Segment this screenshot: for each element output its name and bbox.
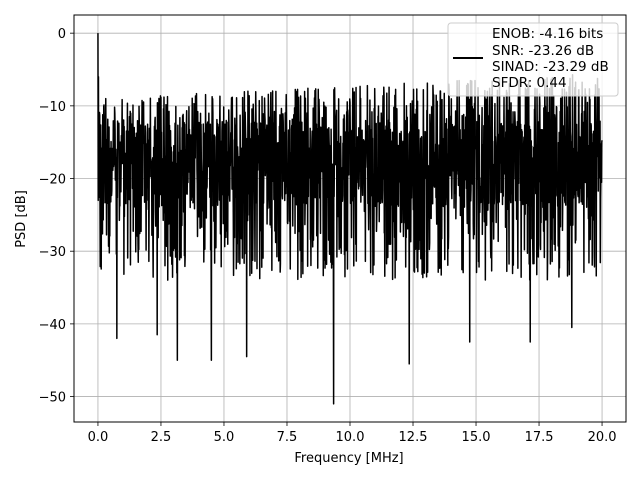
legend-enob: ENOB: -4.16 bits <box>492 26 603 42</box>
y-axis-label: PSD [dB] <box>14 190 29 248</box>
legend-snr: SNR: -23.26 dB <box>492 43 594 59</box>
psd-series <box>97 33 603 405</box>
x-tick-label: 17.5 <box>525 430 554 445</box>
psd-series-line <box>97 33 603 405</box>
x-tick-label: 20.0 <box>588 430 617 445</box>
y-tick-label: −40 <box>39 318 66 333</box>
x-axis-label: Frequency [MHz] <box>294 451 403 466</box>
y-tick-label: −50 <box>39 391 66 406</box>
x-tick-label: 15.0 <box>462 430 491 445</box>
x-tick-label: 7.5 <box>277 430 298 445</box>
legend: ENOB: -4.16 bits SNR: -23.26 dB SINAD: -… <box>447 22 619 97</box>
y-tick-label: 0 <box>58 27 66 42</box>
y-tick-label: −20 <box>39 173 66 188</box>
x-tick-label: 2.5 <box>151 430 172 445</box>
y-tick-label: −10 <box>39 100 66 115</box>
x-axis-ticks: 0.0 2.5 5.0 7.5 10.0 12.5 15.0 17.5 20.0 <box>88 422 617 445</box>
legend-sinad: SINAD: -23.29 dB <box>492 59 609 75</box>
x-tick-label: 0.0 <box>88 430 109 445</box>
legend-box <box>447 22 619 97</box>
x-tick-label: 5.0 <box>214 430 235 445</box>
x-tick-label: 12.5 <box>399 430 428 445</box>
y-tick-label: −30 <box>39 245 66 260</box>
y-axis-ticks: 0 −10 −20 −30 −40 −50 <box>39 27 74 406</box>
legend-sfdr: SFDR: 0.44 <box>492 75 567 91</box>
x-tick-label: 10.0 <box>336 430 365 445</box>
